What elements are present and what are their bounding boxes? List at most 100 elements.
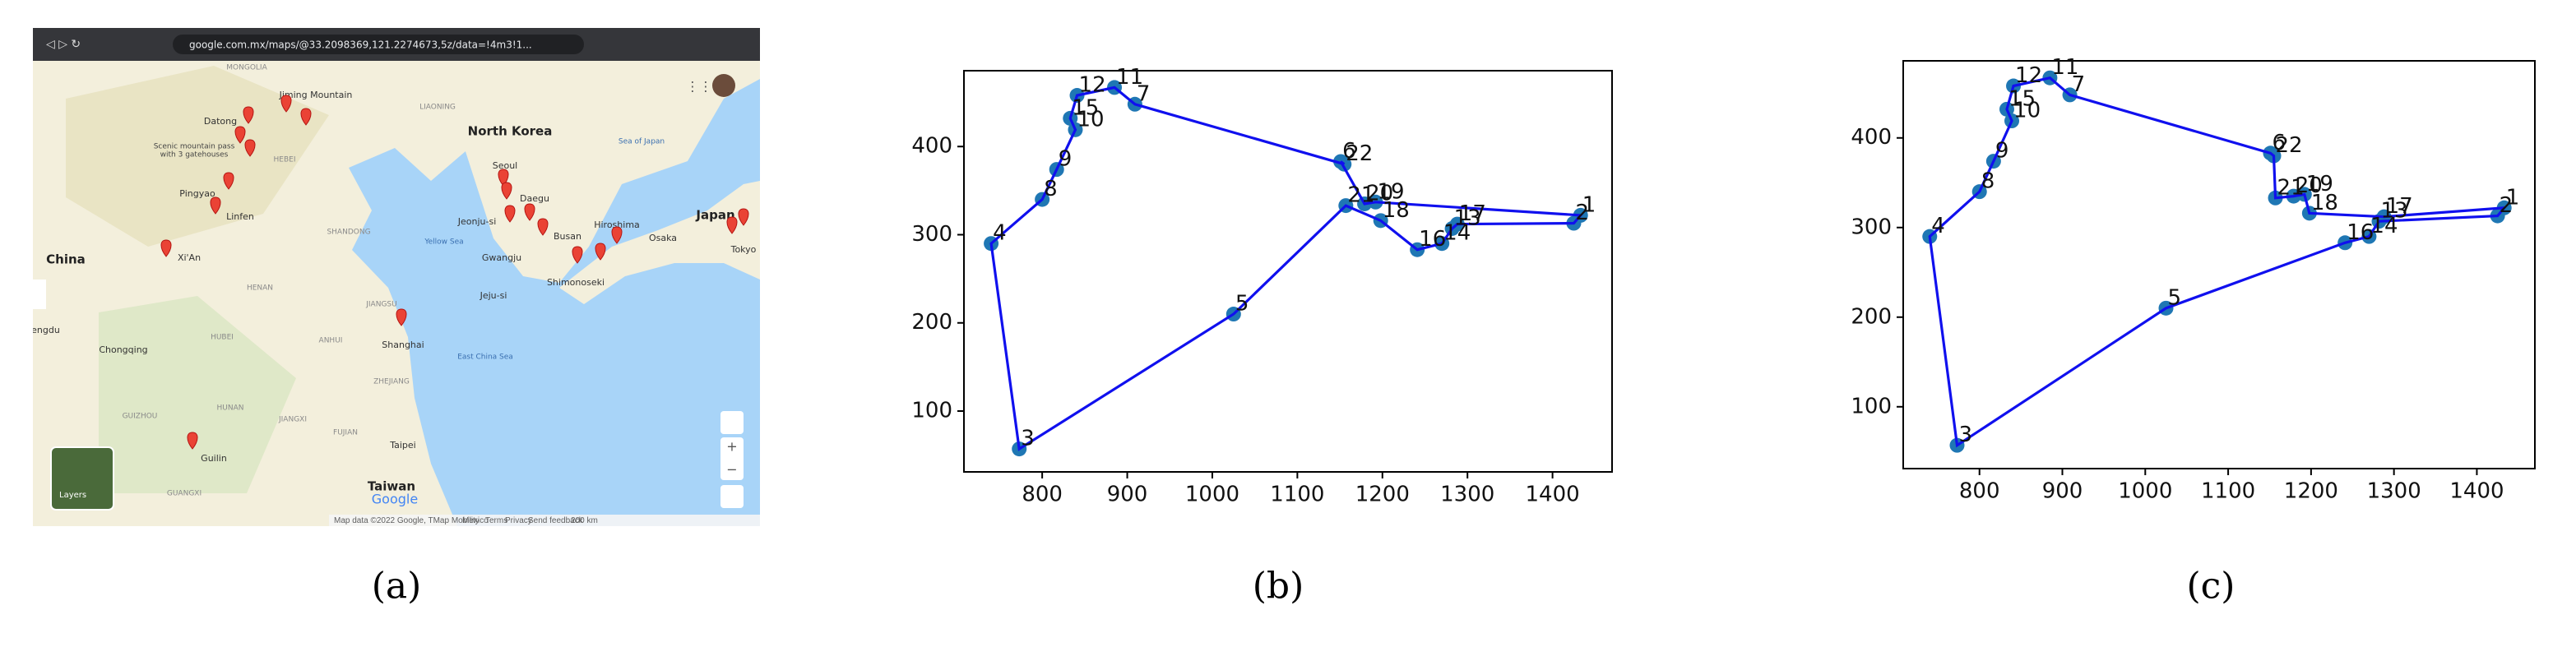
address-bar[interactable] bbox=[173, 35, 584, 54]
map-label: Sea of Japan bbox=[619, 138, 665, 146]
point-label: 3 bbox=[1959, 423, 1973, 447]
map-label: Japan bbox=[695, 208, 734, 223]
point-label: 2 bbox=[1575, 201, 1589, 225]
layers-button[interactable] bbox=[50, 446, 114, 511]
map-label: Datong bbox=[204, 116, 237, 127]
map-label: Seoul bbox=[493, 160, 518, 171]
map-pin bbox=[504, 205, 516, 223]
map-pin bbox=[524, 203, 535, 221]
map-pin bbox=[396, 308, 407, 326]
tour-line bbox=[1928, 76, 2508, 448]
locate-button[interactable] bbox=[720, 411, 744, 434]
map-label: Busan bbox=[554, 231, 581, 242]
nav-buttons[interactable]: ◁ ▷ ↻ bbox=[46, 38, 81, 51]
map-label: Hiroshima bbox=[594, 220, 640, 230]
map-label: Osaka bbox=[649, 233, 677, 243]
map-label: Tokyo bbox=[730, 244, 757, 255]
map-label: East China Sea bbox=[457, 354, 513, 362]
map-label: Jeju-si bbox=[480, 290, 507, 301]
map-label: Xi'An bbox=[178, 252, 201, 263]
x-tick-label: 1200 bbox=[2284, 479, 2338, 504]
map-footer-text: Mexico bbox=[462, 516, 489, 525]
map-pin bbox=[187, 432, 198, 450]
point-label: 14 bbox=[2370, 214, 2398, 238]
map-label: ANHUI bbox=[319, 337, 343, 345]
map-label: Jiming Mountain bbox=[279, 90, 353, 100]
map-pin bbox=[280, 95, 292, 113]
map-label: North Korea bbox=[468, 124, 553, 139]
y-tick-label: 300 bbox=[1851, 215, 1892, 239]
point-label: 13 bbox=[1454, 206, 1481, 230]
map-label: HENAN bbox=[247, 284, 273, 293]
x-tick-label: 1100 bbox=[1270, 483, 1324, 507]
x-tick-label: 1000 bbox=[1185, 483, 1239, 507]
map-label: Shanghai bbox=[382, 340, 424, 350]
point-label: 8 bbox=[1044, 177, 1058, 201]
x-tick-label: 800 bbox=[1022, 483, 1063, 507]
point-label: 5 bbox=[2167, 285, 2181, 310]
y-tick-label: 200 bbox=[911, 310, 952, 335]
map-label: SHANDONG bbox=[327, 229, 370, 237]
zoom-in[interactable]: + bbox=[726, 439, 737, 455]
point-label: 10 bbox=[2013, 99, 2041, 123]
map-pin bbox=[210, 196, 221, 215]
point-label: 5 bbox=[1235, 292, 1249, 317]
sea bbox=[349, 79, 760, 526]
point-label: 4 bbox=[1931, 214, 1945, 238]
map-screenshot: ◁ ▷ ↻ google.com.mx/maps/@33.2098369,121… bbox=[33, 28, 760, 526]
point-label: 17 bbox=[2386, 194, 2413, 219]
point-label: 15 bbox=[2008, 86, 2036, 111]
x-tick-label: 1300 bbox=[2367, 479, 2421, 504]
y-tick-label: 400 bbox=[911, 134, 952, 159]
map-label: Jeonju-si bbox=[457, 216, 497, 227]
map-label: GUANGXI bbox=[167, 490, 202, 498]
map-pin bbox=[300, 108, 312, 126]
point-label: 21 bbox=[2277, 175, 2305, 200]
layers-label: Layers bbox=[59, 491, 86, 500]
point-label: 21 bbox=[1347, 183, 1374, 208]
map-footer-text: Send feedback bbox=[528, 516, 584, 525]
point-label: 8 bbox=[1981, 169, 1995, 194]
map-label: Taipei bbox=[389, 440, 416, 451]
point-label: 15 bbox=[1072, 95, 1099, 120]
map-label: Scenic mountain pass bbox=[154, 143, 235, 151]
map-label: MONGOLIA bbox=[226, 64, 267, 72]
point-label: 9 bbox=[1059, 147, 1073, 172]
point-label: 9 bbox=[1995, 139, 2009, 164]
map-label: LIAONING bbox=[419, 104, 456, 112]
caption: (a) bbox=[372, 566, 422, 608]
point-label: 19 bbox=[2306, 172, 2333, 196]
point-label: 3 bbox=[1021, 427, 1035, 451]
map-label: China bbox=[46, 252, 86, 267]
caption: (b) bbox=[1253, 566, 1304, 608]
zoom-out[interactable]: − bbox=[726, 462, 737, 478]
x-tick-label: 1100 bbox=[2201, 479, 2255, 504]
map-label: Taiwan bbox=[368, 479, 415, 494]
map-pin bbox=[501, 182, 512, 200]
tour-line bbox=[989, 85, 1584, 451]
point-label: 11 bbox=[1116, 65, 1143, 90]
point-label: 22 bbox=[1346, 141, 1373, 166]
avatar[interactable] bbox=[712, 74, 735, 97]
x-tick-label: 900 bbox=[1107, 483, 1148, 507]
side-toggle[interactable] bbox=[33, 280, 46, 309]
point-label: 11 bbox=[2051, 55, 2078, 80]
url: google.com.mx/maps/@33.2098369,121.22746… bbox=[189, 39, 532, 51]
apps-icon[interactable]: ⋮⋮ bbox=[686, 79, 712, 95]
map-label: Daegu bbox=[520, 193, 549, 204]
map-label: Pingyao bbox=[179, 188, 215, 199]
point-label: 20 bbox=[1366, 181, 1393, 206]
plot-frame bbox=[1902, 60, 2536, 469]
map-pin bbox=[234, 126, 246, 144]
point-label: 16 bbox=[2347, 220, 2374, 245]
point-label: 16 bbox=[1419, 227, 1446, 252]
terrain bbox=[66, 66, 329, 247]
point-label: 19 bbox=[1378, 179, 1405, 204]
point-label: 7 bbox=[2072, 72, 2086, 97]
zoom-buttons[interactable] bbox=[720, 437, 744, 480]
point-label: 17 bbox=[1459, 201, 1486, 226]
pegman[interactable] bbox=[720, 485, 744, 508]
map-pin bbox=[160, 239, 172, 257]
map-label: GUIZHOU bbox=[123, 413, 158, 421]
